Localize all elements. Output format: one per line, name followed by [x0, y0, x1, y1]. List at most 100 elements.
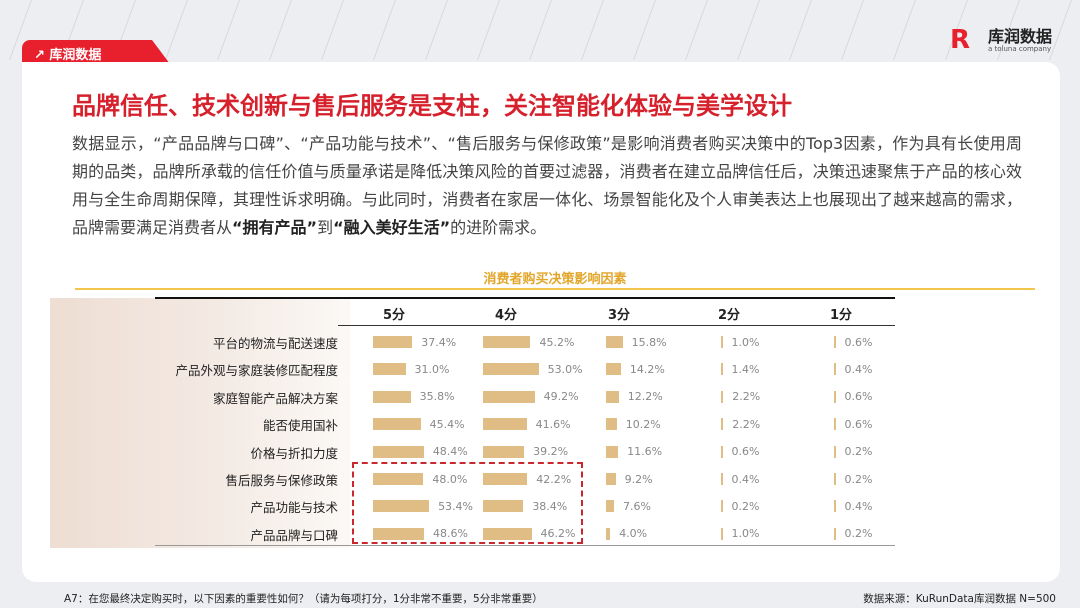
table-top-rule [155, 297, 895, 299]
value-label: 0.2% [731, 499, 760, 513]
value-bar [834, 336, 836, 348]
para-text: 到 [317, 218, 334, 237]
background-line [789, 0, 812, 60]
value-bar [606, 473, 616, 485]
table-cell: 11.6% [606, 445, 662, 459]
value-label: 2.2% [732, 390, 761, 404]
value-label: 0.6% [844, 335, 873, 349]
table-cell: 0.6% [834, 417, 872, 431]
value-bar [483, 336, 531, 348]
table-cell: 1.0% [721, 335, 759, 349]
background-line [373, 0, 396, 60]
table-cell: 9.2% [606, 472, 653, 486]
value-label: 14.2% [629, 362, 665, 376]
data-source: 数据来源：KuRunData库润数据 N=500 [863, 593, 1056, 605]
column-header: 1分 [830, 308, 853, 323]
value-label: 1.0% [731, 335, 760, 349]
para-text: 的进阶需求。 [450, 218, 547, 237]
table-cell: 2.2% [721, 417, 760, 431]
background-line [893, 0, 916, 60]
value-bar [606, 363, 621, 376]
value-bar [373, 363, 406, 376]
background-line [685, 0, 708, 60]
background-line [269, 0, 292, 60]
background-line [529, 0, 552, 60]
value-bar [483, 445, 525, 458]
value-bar [606, 500, 614, 513]
logo-name: 库润数据 [987, 26, 1052, 46]
value-bar [483, 473, 528, 485]
table-cell: 53.0% [483, 362, 583, 376]
section-tab: ↗ 库润数据 [22, 40, 170, 64]
row-label: 平台的物流与配送速度 [212, 336, 338, 351]
brand-logo: R 库润数据 a toluna company [950, 26, 1052, 54]
value-label: 2.2% [732, 417, 761, 431]
table-cell: 53.4% [373, 499, 473, 513]
row-label: 产品品牌与口碑 [250, 527, 338, 543]
table-cell: 48.0% [373, 472, 467, 486]
background-line [737, 0, 760, 60]
page-title: 品牌信任、技术创新与售后服务是支柱，关注智能化体验与美学设计 [72, 92, 792, 120]
table-cell: 49.2% [483, 390, 579, 404]
row-label: 售后服务与保修政策 [225, 473, 338, 488]
table-cell: 48.4% [373, 445, 468, 459]
column-header: 5分 [383, 308, 406, 323]
value-label: 46.2% [540, 527, 576, 541]
row-label: 产品外观与家庭装修匹配程度 [175, 363, 338, 379]
background-line [581, 0, 604, 60]
table-header-rule [338, 325, 895, 326]
value-bar [721, 390, 724, 403]
logo-sub: a toluna company [987, 44, 1052, 53]
column-header: 2分 [718, 308, 741, 323]
background-line [321, 0, 344, 60]
value-bar [483, 527, 532, 540]
para-text: 数据显示，“产品品牌与口碑”、“产品功能与技术”、“售后服务与保修政策”是影响消… [72, 134, 1022, 237]
value-label: 48.4% [432, 445, 468, 459]
table-cell: 39.2% [483, 445, 568, 459]
value-bar [606, 418, 617, 431]
value-label: 11.6% [627, 445, 663, 459]
column-header: 4分 [495, 308, 518, 323]
value-label: 48.0% [432, 472, 468, 486]
value-bar [373, 473, 424, 485]
value-bar [721, 363, 723, 376]
value-bar [606, 390, 619, 403]
table-cell: 0.4% [721, 472, 759, 486]
table-cell: 10.2% [606, 417, 661, 431]
value-bar [834, 500, 836, 513]
value-label: 0.2% [844, 445, 873, 459]
table-cell: 45.2% [483, 335, 574, 349]
value-bar [606, 527, 611, 540]
value-bar [721, 500, 723, 513]
value-label: 53.0% [547, 362, 583, 376]
value-bar [606, 445, 619, 458]
row-label: 能否使用国补 [262, 418, 338, 434]
value-bar [834, 418, 836, 431]
value-label: 0.6% [731, 445, 760, 459]
value-bar [721, 527, 723, 540]
value-label: 0.6% [844, 390, 873, 404]
row-label: 价格与折扣力度 [250, 445, 338, 461]
value-bar [373, 390, 411, 403]
value-bar [606, 336, 623, 348]
value-bar [483, 390, 535, 403]
value-label: 0.4% [844, 499, 873, 513]
value-label: 0.6% [844, 417, 873, 431]
table-cell: 0.4% [834, 362, 872, 376]
value-label: 48.6% [433, 527, 468, 541]
value-label: 1.0% [731, 527, 760, 541]
value-bar [373, 527, 425, 540]
value-bar [834, 390, 836, 403]
background-line [425, 0, 448, 60]
value-label: 0.4% [844, 362, 873, 376]
value-bar [483, 363, 539, 376]
value-bar [721, 336, 723, 348]
table-cell: 2.2% [721, 390, 760, 404]
table-cell: 0.2% [834, 445, 872, 459]
value-bar [373, 445, 424, 458]
value-label: 35.8% [419, 390, 455, 404]
value-label: 31.0% [414, 362, 450, 376]
table-cell: 48.6% [373, 527, 468, 541]
table-cell: 46.2% [483, 527, 575, 541]
table-cell: 42.2% [483, 472, 571, 486]
